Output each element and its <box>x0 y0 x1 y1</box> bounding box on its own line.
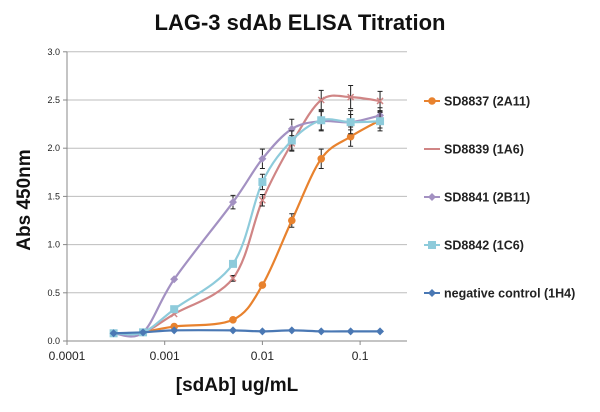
legend-marker <box>428 241 436 249</box>
data-point <box>258 196 266 204</box>
legend-marker <box>428 97 436 105</box>
x-axis-label: [sdAb] ug/mL <box>176 375 299 396</box>
data-point <box>347 93 355 101</box>
data-point <box>346 118 355 127</box>
data-point <box>346 132 355 141</box>
y-axis-label: Abs 450nm <box>14 149 35 250</box>
series-0 <box>139 112 384 337</box>
legend-item: SD8842 (1C6) <box>424 239 524 253</box>
legend-item: SD8841 (2B11) <box>424 191 530 205</box>
data-point <box>317 155 326 163</box>
data-point <box>346 327 355 336</box>
series-group <box>109 85 385 338</box>
data-point <box>228 198 237 207</box>
y-tick-label: 2.5 <box>47 95 60 105</box>
tick-labels: 0.0 0.5 1.0 1.5 2.0 2.5 3.0 0.0001 0.001 0.01 0.1 <box>47 47 368 363</box>
chart-title: LAG-3 sdAb ELISA Titration <box>155 10 446 35</box>
legend-item: SD8839 (1A6) <box>424 143 524 157</box>
data-point <box>317 96 325 104</box>
legend-label: negative control (1H4) <box>444 287 575 301</box>
y-tick-label: 1.0 <box>47 240 60 250</box>
series-3 <box>109 110 385 338</box>
data-point <box>258 281 267 289</box>
legend-label: SD8841 (2B11) <box>444 191 530 205</box>
legend-item: SD8837 (2A11) <box>424 95 530 109</box>
series-line <box>113 94 381 336</box>
data-point <box>317 116 326 125</box>
legend-marker <box>428 289 436 297</box>
data-point <box>170 305 179 314</box>
data-point <box>288 216 296 225</box>
data-point <box>287 136 296 145</box>
y-tick-label: 0.0 <box>47 336 60 346</box>
series-4 <box>109 326 385 338</box>
data-point <box>170 275 179 284</box>
data-point <box>376 327 385 336</box>
legend-marker <box>428 193 436 201</box>
y-tick-label: 2.0 <box>47 143 60 153</box>
legend-item: negative control (1H4) <box>424 287 575 301</box>
data-point <box>229 274 237 282</box>
legend-label: SD8837 (2A11) <box>444 95 530 109</box>
data-point <box>109 329 118 338</box>
data-point <box>376 117 385 126</box>
x-tick-label: 0.0001 <box>49 349 86 363</box>
data-point <box>287 326 296 335</box>
series-line <box>113 118 381 336</box>
legend-label: SD8842 (1C6) <box>444 239 524 253</box>
x-tick-label: 0.1 <box>352 349 369 363</box>
data-point <box>229 315 237 324</box>
y-tick-label: 3.0 <box>47 47 60 57</box>
data-point <box>170 326 179 335</box>
x-tick-label: 0.01 <box>251 349 275 363</box>
data-point <box>376 97 384 105</box>
x-tick-label: 0.001 <box>150 349 180 363</box>
series-line <box>113 329 381 335</box>
legend: SD8837 (2A11) SD8839 (1A6) SD8841 (2B11) SD… <box>424 95 575 301</box>
y-tick-label: 1.5 <box>47 191 60 201</box>
data-point <box>258 154 267 163</box>
data-point <box>228 326 237 335</box>
data-point <box>317 327 326 336</box>
data-point <box>258 327 267 336</box>
data-point <box>139 328 148 337</box>
legend-label: SD8839 (1A6) <box>444 143 524 157</box>
data-point <box>228 259 237 268</box>
series-line <box>142 119 381 334</box>
axes <box>63 51 407 345</box>
data-point <box>258 177 267 186</box>
y-tick-label: 0.5 <box>47 288 60 298</box>
